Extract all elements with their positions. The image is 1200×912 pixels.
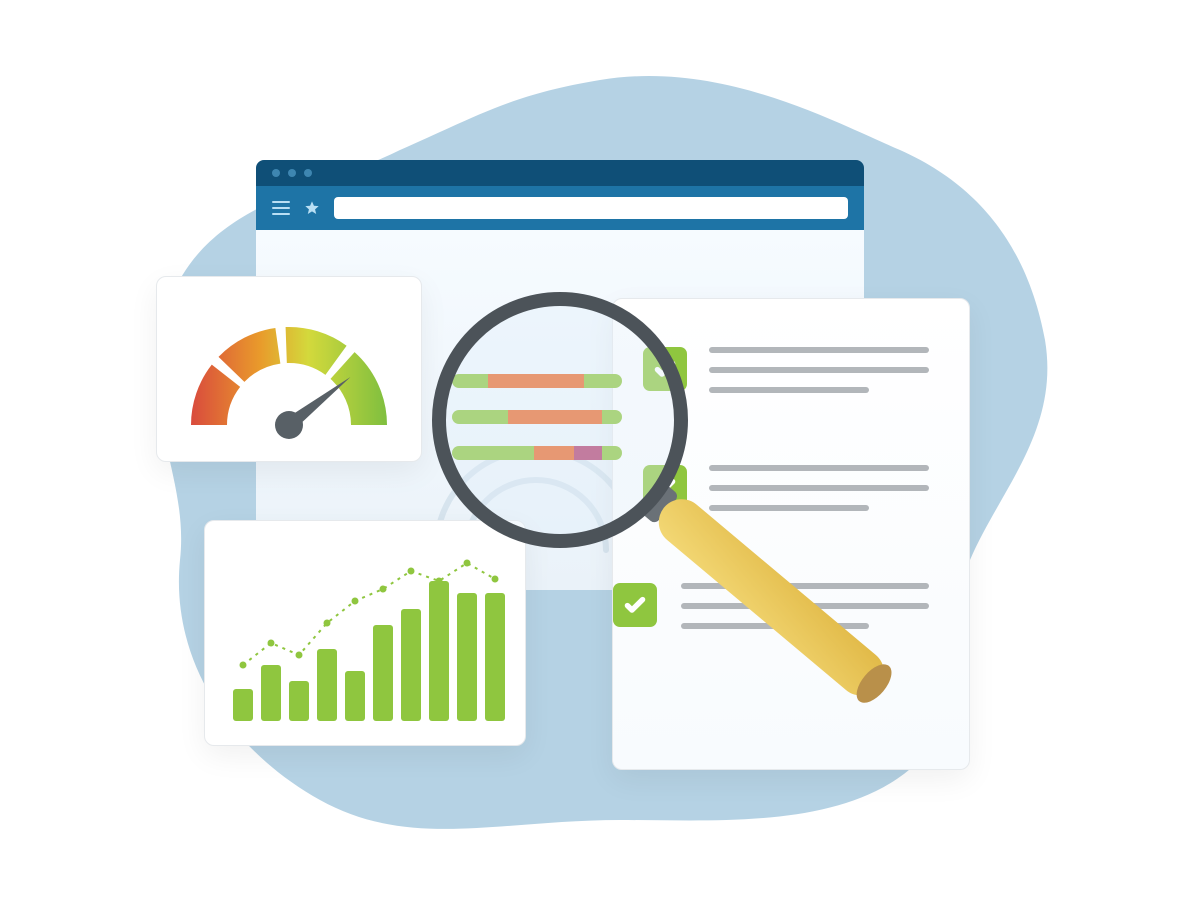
text-line-placeholder bbox=[709, 485, 929, 491]
trend-dot bbox=[352, 598, 359, 605]
trend-dot bbox=[492, 576, 499, 583]
bar bbox=[289, 681, 309, 721]
window-dot bbox=[304, 169, 312, 177]
url-bar[interactable] bbox=[334, 197, 848, 219]
progress-segment bbox=[534, 446, 574, 460]
bar bbox=[429, 581, 449, 721]
browser-toolbar bbox=[256, 186, 864, 230]
text-line-placeholder bbox=[709, 347, 929, 353]
text-line-placeholder bbox=[709, 367, 929, 373]
trend-dot bbox=[408, 568, 415, 575]
progress-segment bbox=[488, 374, 584, 388]
progress-segment bbox=[508, 410, 602, 424]
check-icon bbox=[652, 474, 678, 500]
barchart-card bbox=[204, 520, 526, 746]
browser-titlebar bbox=[256, 160, 864, 186]
checkbox[interactable] bbox=[643, 465, 687, 509]
bar bbox=[373, 625, 393, 721]
trend-dot bbox=[268, 640, 275, 647]
star-icon[interactable] bbox=[304, 200, 320, 216]
text-line-placeholder bbox=[681, 603, 929, 609]
checkbox[interactable] bbox=[643, 347, 687, 391]
check-icon bbox=[652, 356, 678, 382]
text-line-placeholder bbox=[681, 583, 929, 589]
bar bbox=[485, 593, 505, 721]
bar bbox=[401, 609, 421, 721]
text-line-placeholder bbox=[709, 505, 869, 511]
progress-bar bbox=[452, 446, 622, 460]
menu-icon[interactable] bbox=[272, 201, 290, 215]
bar bbox=[233, 689, 253, 721]
text-line-placeholder bbox=[709, 387, 869, 393]
window-dot bbox=[288, 169, 296, 177]
check-icon bbox=[622, 592, 648, 618]
bar-line-chart bbox=[205, 521, 525, 745]
stage bbox=[0, 0, 1200, 912]
trend-dot bbox=[324, 620, 331, 627]
trend-dot bbox=[436, 578, 443, 585]
trend-dot bbox=[464, 560, 471, 567]
bar bbox=[261, 665, 281, 721]
progress-segment bbox=[574, 446, 602, 460]
trend-dot bbox=[380, 586, 387, 593]
trend-dot bbox=[240, 662, 247, 669]
bar bbox=[317, 649, 337, 721]
bar bbox=[345, 671, 365, 721]
checklist-card bbox=[612, 298, 970, 770]
text-line-placeholder bbox=[709, 465, 929, 471]
trend-dot bbox=[296, 652, 303, 659]
gauge-chart bbox=[157, 277, 421, 461]
bar bbox=[457, 593, 477, 721]
text-line-placeholder bbox=[681, 623, 869, 629]
progress-bar bbox=[452, 374, 622, 388]
progress-bar bbox=[452, 410, 622, 424]
gauge-card bbox=[156, 276, 422, 462]
window-dot bbox=[272, 169, 280, 177]
checkbox[interactable] bbox=[613, 583, 657, 627]
